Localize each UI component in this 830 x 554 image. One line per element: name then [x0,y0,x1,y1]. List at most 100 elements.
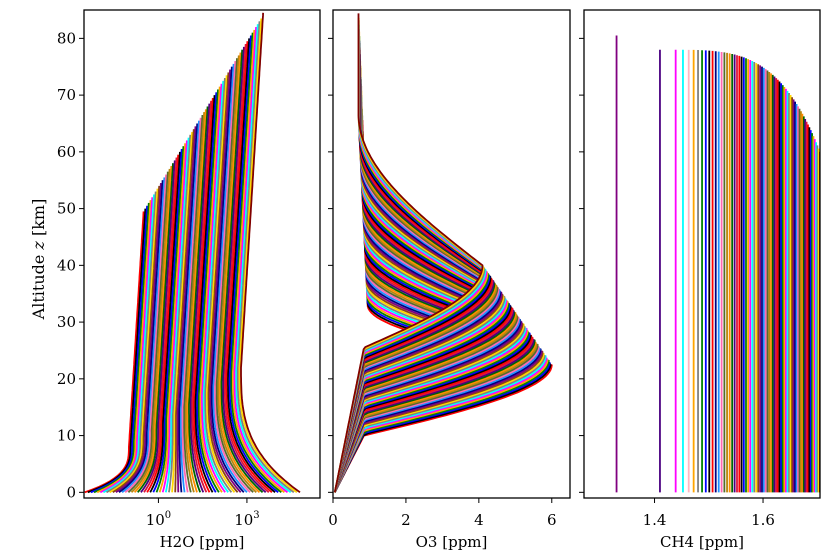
h2o-profile-line [202,80,229,493]
h2o-profile-line [186,109,207,493]
x-axis-label: O3 [ppm] [416,533,488,551]
h2o-profile-line [205,75,236,493]
y-tick-label: 40 [57,256,76,274]
h2o-profile-line [137,163,174,493]
h2o-profile-line [201,83,226,493]
x-tick-label: 1.6 [751,511,775,529]
h2o-profile-line [225,41,273,493]
h2o-profile-line [179,120,200,493]
x-tick-label: 103 [234,510,259,529]
h2o-profile-line [130,168,171,493]
h2o-profile-line [217,55,257,493]
h2o-profile-line [233,26,289,494]
h2o-profile-line [188,106,209,493]
h2o-profile-line [215,58,254,493]
h2o-profile-line [121,177,166,494]
y-axis-label-main: Altitude [29,250,48,321]
h2o-profile-line [218,52,261,493]
x-tick-exponent: 3 [253,510,259,521]
y-tick-label: 0 [66,483,76,501]
x-tick-exponent: 0 [165,510,171,521]
h2o-profile-line [133,165,173,493]
h2o-profile-line [118,180,164,494]
h2o-profile-line [168,134,192,493]
h2o-profile-line [223,43,270,493]
h2o-profile-line [155,146,185,493]
h2o-profile-line [228,35,279,494]
y-axis-label-unit: [km] [29,199,48,241]
h2o-profile-line [230,32,282,494]
h2o-profile-line [231,29,285,494]
h2o-profile-line [227,38,276,493]
h2o-profile-line [238,18,298,494]
plot-frame [83,9,321,499]
series-group [615,35,820,493]
plot-frame [332,9,571,499]
x-axis-label: CH4 [ppm] [660,533,744,551]
y-axis-label: Altitude z [km] [29,199,48,321]
h2o-profile-line [171,131,193,493]
h2o-profile-line [124,174,167,493]
x-tick-base: 10 [146,511,165,529]
y-tick-label: 20 [57,370,76,388]
y-tick-label: 30 [57,313,76,331]
x-tick-label: 6 [547,511,557,529]
y-tick-label: 70 [57,86,76,104]
y-axis-label-var: z [29,241,48,251]
h2o-profile-line [197,89,220,493]
h2o-profile-line [93,202,150,494]
h2o-profile-line [189,103,211,493]
h2o-profile-line [102,194,155,494]
h2o-profile-line [84,211,145,494]
h2o-profile-line [99,197,154,494]
o3-profile-line [333,13,484,493]
x-tick-label: 100 [146,510,171,529]
h2o-profile-line [196,92,218,493]
h2o-profile-line [158,143,186,493]
h2o-profile-line [164,137,190,493]
h2o-profile-line [176,126,197,493]
h2o-profile-line [209,69,242,493]
x-tick-label: 1.4 [643,511,667,529]
h2o-profile-line [199,86,223,493]
h2o-profile-line [152,148,183,493]
h2o-profile-line [174,129,195,493]
y-tick-label: 50 [57,200,76,218]
x-tick-label: 0 [328,511,338,529]
h2o-profile-line [146,154,180,493]
h2o-profile-line [212,63,248,493]
h2o-profile-line [90,205,148,494]
h2o-profile-line [178,123,199,493]
h2o-profile-line [161,140,188,493]
y-tick-label: 10 [57,427,76,445]
h2o-profile-line [143,157,178,493]
h2o-profile-line [220,49,264,493]
x-axis-label: H2O [ppm] [160,533,245,551]
h2o-profile-line [96,200,152,494]
h2o-profile-line [222,46,267,493]
h2o-profile-line [194,95,216,493]
h2o-profile-line [192,97,214,493]
y-tick-label: 80 [57,29,76,47]
h2o-profile-line [115,183,162,494]
series-group [84,12,301,494]
h2o-profile-line [87,208,147,494]
x-tick-label: 4 [474,511,484,529]
panel-ch4: 1.4 1.6 CH4 [ppm] [579,9,821,551]
h2o-profile-line [240,12,301,494]
h2o-profile-line [127,171,169,493]
h2o-profile-line [210,66,245,493]
h2o-profile-line [183,114,204,493]
x-tick-label: 2 [401,511,411,529]
h2o-profile-line [109,188,159,494]
h2o-profile-line [214,61,251,493]
h2o-profile-line [207,72,239,493]
h2o-profile-line [181,117,202,493]
h2o-profile-line [106,191,157,494]
y-tick-label: 60 [57,143,76,161]
h2o-profile-line [149,151,181,493]
series-group [333,13,553,493]
h2o-profile-line [184,112,206,493]
